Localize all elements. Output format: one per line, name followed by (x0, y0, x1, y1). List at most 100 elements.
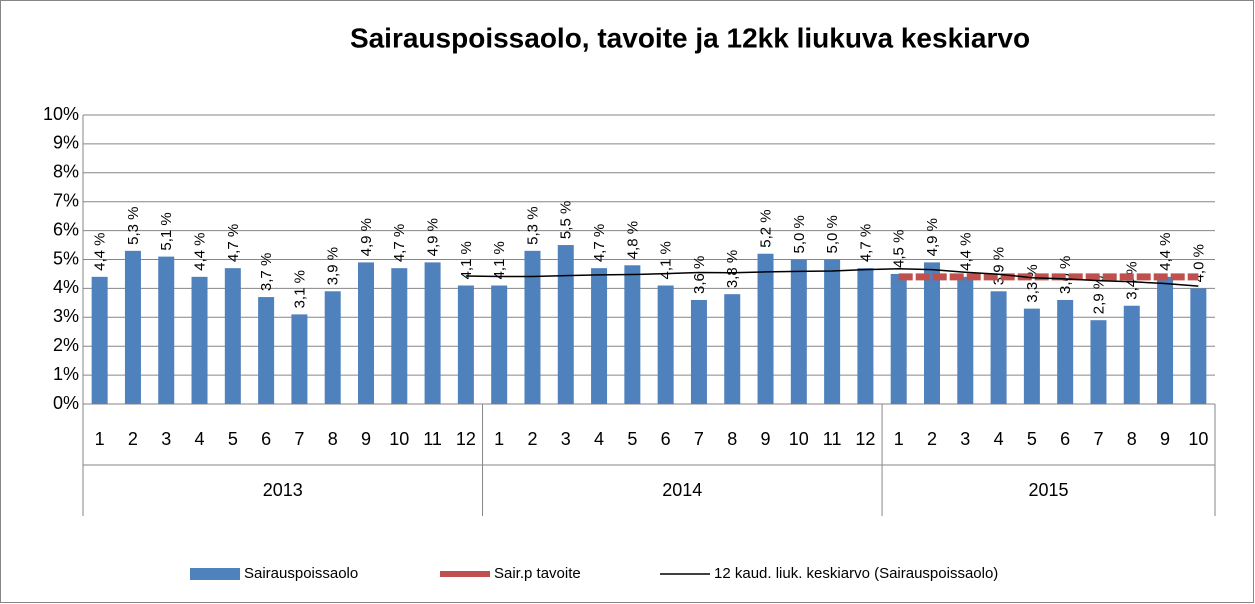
x-tick-label: 2 (927, 429, 937, 449)
x-tick-label: 2 (128, 429, 138, 449)
bar (291, 314, 308, 404)
value-label: 4,4 % (191, 232, 208, 270)
bar (690, 299, 707, 404)
value-label: 3,8 % (724, 250, 741, 288)
bar (1190, 288, 1207, 404)
x-tick-label: 11 (423, 429, 442, 449)
bar (957, 276, 974, 404)
y-tick-label: 8% (53, 162, 79, 182)
y-tick-label: 6% (53, 219, 79, 239)
bar (824, 259, 841, 404)
value-label: 3,4 % (1124, 261, 1141, 299)
x-tick-label: 5 (228, 429, 238, 449)
value-label: 5,0 % (791, 215, 808, 253)
value-label: 4,4 % (92, 232, 109, 270)
bar (1023, 308, 1040, 404)
value-label: 5,5 % (558, 201, 575, 239)
value-label: 5,0 % (824, 215, 841, 253)
bar (1123, 305, 1140, 404)
x-tick-label: 2 (527, 429, 537, 449)
y-tick-label: 3% (53, 306, 79, 326)
x-tick-label: 12 (855, 429, 875, 449)
value-label: 5,1 % (158, 212, 175, 250)
y-tick-label: 9% (53, 133, 79, 153)
x-tick-label: 12 (456, 429, 476, 449)
value-label: 4,5 % (891, 230, 908, 268)
group-label: 2015 (1029, 480, 1069, 500)
value-label: 3,9 % (325, 247, 342, 285)
value-label: 4,7 % (225, 224, 242, 262)
x-tick-label: 4 (195, 429, 205, 449)
bar (857, 268, 874, 404)
value-label: 4,7 % (591, 224, 608, 262)
x-tick-label: 5 (627, 429, 637, 449)
bar (757, 253, 774, 404)
x-tick-label: 7 (694, 429, 704, 449)
bar (1090, 320, 1107, 404)
legend-label: 12 kaud. liuk. keskiarvo (Sairauspoissao… (714, 565, 998, 582)
y-tick-label: 4% (53, 277, 79, 297)
value-label: 4,1 % (658, 241, 675, 279)
value-label: 4,9 % (358, 218, 375, 256)
value-label: 5,3 % (125, 206, 142, 244)
y-tick-label: 7% (53, 190, 79, 210)
bar (124, 250, 141, 404)
bar (91, 276, 108, 404)
bar (324, 291, 341, 404)
bar (524, 250, 541, 404)
y-tick-label: 1% (53, 364, 79, 384)
bar (790, 259, 807, 404)
x-tick-label: 8 (328, 429, 338, 449)
bar (424, 262, 441, 404)
value-label: 4,1 % (491, 241, 508, 279)
bar (591, 268, 608, 404)
value-label: 4,9 % (425, 218, 442, 256)
legend-label: Sairauspoissaolo (244, 565, 358, 582)
value-label: 3,1 % (291, 270, 308, 308)
bar (191, 276, 208, 404)
x-tick-label: 3 (960, 429, 970, 449)
bar (224, 268, 241, 404)
legend-swatch (190, 568, 240, 580)
bar (624, 265, 641, 404)
value-label: 2,9 % (1090, 276, 1107, 314)
chart-title: Sairauspoissaolo, tavoite ja 12kk liukuv… (350, 22, 1030, 53)
x-tick-label: 4 (994, 429, 1004, 449)
y-tick-label: 5% (53, 248, 79, 268)
group-label: 2014 (662, 480, 702, 500)
bar (924, 262, 940, 404)
x-tick-label: 6 (661, 429, 671, 449)
x-tick-label: 1 (494, 429, 504, 449)
y-tick-label: 2% (53, 335, 79, 355)
bar (890, 273, 907, 404)
x-tick-label: 11 (823, 429, 842, 449)
x-tick-label: 8 (727, 429, 737, 449)
value-label: 4,7 % (391, 224, 408, 262)
legend-label: Sair.p tavoite (494, 565, 581, 582)
x-tick-label: 4 (594, 429, 604, 449)
x-tick-label: 10 (389, 429, 409, 449)
value-label: 4,4 % (1157, 232, 1174, 270)
x-tick-label: 1 (894, 429, 904, 449)
value-label: 4,7 % (857, 224, 874, 262)
bar (557, 245, 574, 404)
value-label: 4,0 % (1190, 244, 1207, 282)
line (465, 267, 1199, 287)
x-tick-label: 10 (789, 429, 809, 449)
value-label: 4,8 % (624, 221, 641, 259)
x-tick-label: 5 (1027, 429, 1037, 449)
x-tick-label: 1 (95, 429, 105, 449)
x-tick-label: 7 (294, 429, 304, 449)
bar (258, 297, 275, 404)
value-label: 3,6 % (691, 256, 708, 294)
x-tick-label: 9 (361, 429, 371, 449)
bar (990, 291, 1007, 404)
x-tick-label: 3 (161, 429, 171, 449)
value-label: 4,1 % (458, 241, 475, 279)
y-tick-label: 0% (53, 393, 79, 413)
bar (158, 256, 175, 404)
x-tick-label: 9 (1160, 429, 1170, 449)
y-tick-label: 10% (43, 104, 79, 124)
value-label: 3,3 % (1024, 264, 1041, 302)
